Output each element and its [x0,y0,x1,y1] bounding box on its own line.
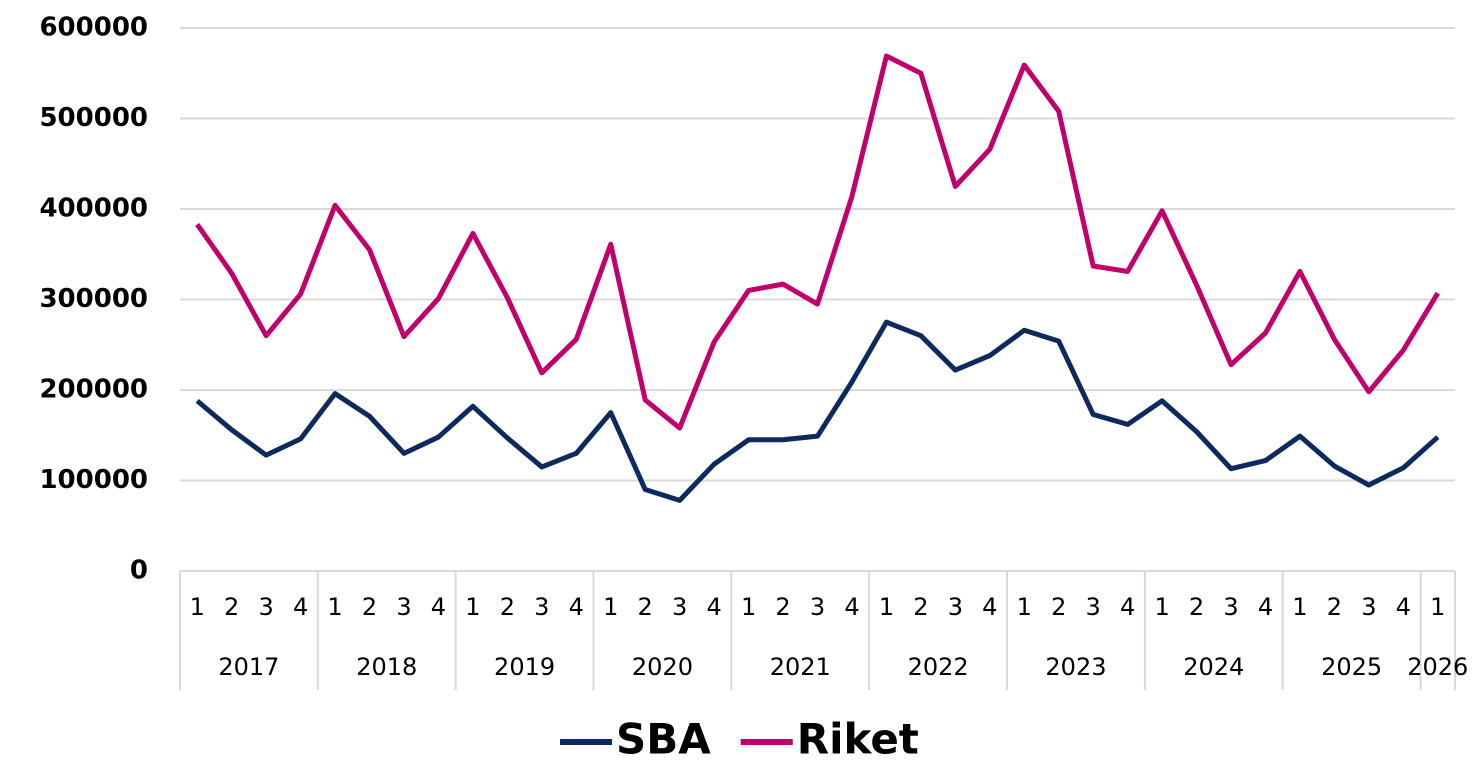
x-tick-label: 1 [603,593,618,621]
x-tick-label: 2 [500,593,515,621]
y-tick-label: 200000 [39,375,148,405]
x-tick-label: 4 [1258,593,1273,621]
x-group-label: 2022 [908,653,969,681]
x-group-label: 2025 [1321,653,1382,681]
x-tick-label: 3 [534,593,549,621]
x-tick-label: 2 [913,593,928,621]
x-group-label: 2020 [632,653,693,681]
x-tick-label: 1 [1154,593,1169,621]
x-tick-label: 4 [1396,593,1411,621]
x-tick-label: 1 [1292,593,1307,621]
x-group-label: 2021 [770,653,831,681]
legend-label: Riket [797,715,919,761]
x-tick-label: 1 [1430,593,1445,621]
x-tick-label: 4 [1120,593,1135,621]
y-tick-label: 600000 [39,13,148,43]
line-series [195,319,1440,503]
x-tick-label: 4 [293,593,308,621]
x-tick-label: 2 [224,593,239,621]
x-tick-label: 2 [1189,593,1204,621]
x-tick-label: 1 [1017,593,1032,621]
y-tick-label: 400000 [39,194,148,224]
x-tick-label: 2 [775,593,790,621]
x-tick-label: 1 [190,593,205,621]
x-tick-label: 3 [1086,593,1101,621]
x-tick-label: 4 [569,593,584,621]
legend-label: SBA [616,715,711,761]
x-tick-label: 2 [362,593,377,621]
x-group-label: 2023 [1045,653,1106,681]
x-group-label: 2026 [1407,653,1468,681]
x-tick-label: 4 [982,593,997,621]
y-tick-label: 500000 [39,103,148,133]
line-series [195,53,1440,431]
x-tick-label: 3 [259,593,274,621]
x-tick-label: 4 [844,593,859,621]
y-tick-label: 100000 [39,465,148,495]
x-tick-label: 1 [465,593,480,621]
x-tick-label: 3 [1223,593,1238,621]
x-tick-label: 2 [638,593,653,621]
x-group-label: 2018 [356,653,417,681]
x-tick-label: 3 [810,593,825,621]
y-tick-label: 0 [130,556,148,586]
x-tick-label: 3 [948,593,963,621]
y-tick-label: 300000 [39,284,148,314]
x-tick-label: 4 [706,593,721,621]
x-tick-label: 3 [1361,593,1376,621]
x-tick-label: 1 [879,593,894,621]
x-group-label: 2024 [1183,653,1244,681]
x-group-label: 2017 [218,653,279,681]
x-tick-label: 3 [672,593,687,621]
x-tick-label: 3 [396,593,411,621]
x-tick-label: 2 [1327,593,1342,621]
x-tick-label: 1 [327,593,342,621]
x-group-label: 2019 [494,653,555,681]
x-tick-label: 2 [1051,593,1066,621]
x-tick-label: 1 [741,593,756,621]
x-tick-label: 4 [431,593,446,621]
